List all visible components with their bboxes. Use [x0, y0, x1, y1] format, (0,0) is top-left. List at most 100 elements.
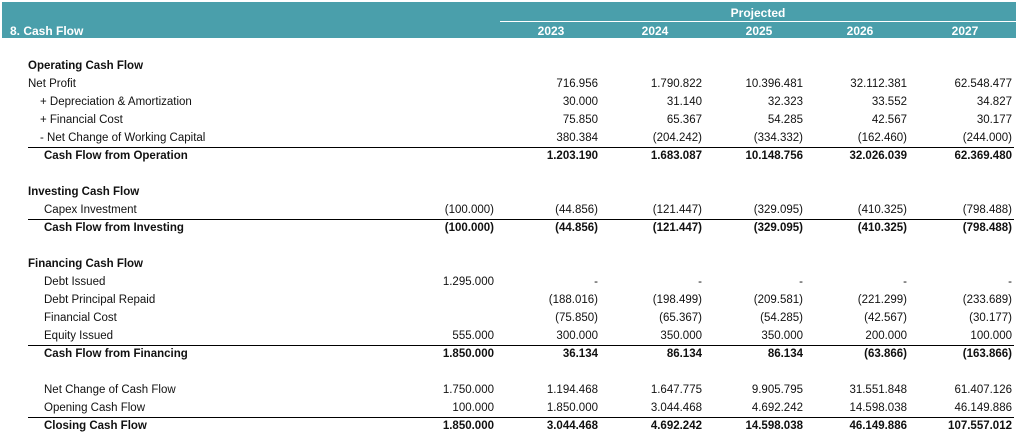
row-label: Equity Issued	[44, 330, 114, 342]
year-value-2023: 716.956	[556, 78, 598, 90]
total-row: Cash Flow from Operation 1.203.190 1.683.0…	[0, 147, 1021, 165]
year-value-2025: (54.285)	[760, 312, 803, 324]
year-value-2026: 14.598.038	[849, 402, 907, 414]
year-value-2023: 30.000	[562, 96, 598, 108]
year-value-2023: 1.194.468	[546, 384, 598, 396]
section-title: Investing Cash Flow	[0, 183, 1021, 201]
row-label: Cash Flow from Operation	[44, 150, 188, 162]
year-value-2023: (44.856)	[555, 204, 598, 216]
table-row: Debt Principal Repaid (188.016) (198.499) (…	[0, 291, 1021, 309]
historical-value: 1.850.000	[442, 348, 494, 360]
year-value-2023: 3.044.468	[546, 420, 598, 432]
historical-value: 100.000	[452, 402, 494, 414]
year-value-2024: 350.000	[660, 330, 702, 342]
historical-value: (100.000)	[444, 204, 494, 216]
row-label: Opening Cash Flow	[44, 402, 145, 414]
year-value-2027: (30.177)	[969, 312, 1012, 324]
row-label: Net Profit	[28, 78, 76, 90]
year-value-2024: 3.044.468	[650, 402, 702, 414]
year-value-2027: (798.488)	[962, 222, 1012, 234]
total-separator-line	[28, 417, 1014, 418]
year-value-2027: 34.827	[976, 96, 1012, 108]
row-label: Net Change of Cash Flow	[44, 384, 176, 396]
year-value-2025: 350.000	[761, 330, 803, 342]
year-value-2026: 33.552	[871, 96, 907, 108]
row-label: Closing Cash Flow	[44, 420, 147, 432]
table-row: Financial Cost (75.850) (65.367) (54.285) (4…	[0, 309, 1021, 327]
year-value-2027: 62.369.480	[954, 150, 1012, 162]
year-value-2026: (410.325)	[857, 222, 907, 234]
year-header-2025: 2025	[745, 24, 773, 38]
projected-label: Projected	[730, 6, 786, 20]
year-value-2024: -	[698, 276, 702, 288]
total-row: Cash Flow from Financing 1.850.000 36.134 8…	[0, 345, 1021, 363]
year-value-2027: -	[1008, 276, 1012, 288]
table-row: + Depreciation & Amortization 30.000 31.14…	[0, 93, 1021, 111]
year-header-2024: 2024	[641, 24, 669, 38]
year-value-2025: (334.332)	[753, 132, 803, 144]
year-value-2025: 14.598.038	[745, 420, 803, 432]
year-value-2023: (75.850)	[555, 312, 598, 324]
table-header: 8. Cash Flow Projected 2023 2024 2025 20…	[2, 2, 1016, 38]
projected-underline	[500, 21, 1016, 22]
row-label: Debt Principal Repaid	[44, 294, 156, 306]
year-value-2025: -	[799, 276, 803, 288]
year-value-2023: 75.850	[562, 114, 598, 126]
year-value-2027: (163.866)	[962, 348, 1012, 360]
historical-value: 1.750.000	[442, 384, 494, 396]
year-value-2023: 1.850.000	[546, 402, 598, 414]
year-value-2026: (63.866)	[864, 348, 907, 360]
year-value-2024: (121.447)	[652, 204, 702, 216]
year-value-2023: 300.000	[556, 330, 598, 342]
year-value-2025: (209.581)	[753, 294, 803, 306]
year-value-2025: 54.285	[767, 114, 803, 126]
year-value-2023: (44.856)	[555, 222, 598, 234]
total-separator-line	[28, 219, 1014, 220]
year-value-2027: 61.407.126	[954, 384, 1012, 396]
year-value-2026: (221.299)	[857, 294, 907, 306]
year-value-2026: 200.000	[865, 330, 907, 342]
year-header-2023: 2023	[537, 24, 565, 38]
row-label: Operating Cash Flow	[28, 60, 144, 72]
historical-value: 1.295.000	[442, 276, 494, 288]
year-value-2027: 100.000	[970, 330, 1012, 342]
row-label: Financial Cost	[44, 312, 117, 324]
table-row: Opening Cash Flow 100.000 1.850.000 3.044.4…	[0, 399, 1021, 417]
row-label: + Depreciation & Amortization	[40, 96, 192, 108]
total-row: Closing Cash Flow 1.850.000 3.044.468 4.692…	[0, 417, 1021, 435]
year-value-2024: 86.134	[666, 348, 702, 360]
page-title: 8. Cash Flow	[10, 24, 84, 38]
year-value-2025: 4.692.242	[751, 402, 803, 414]
year-value-2025: 10.396.481	[745, 78, 803, 90]
year-value-2024: (204.242)	[652, 132, 702, 144]
year-value-2024: (121.447)	[652, 222, 702, 234]
total-row: Cash Flow from Investing (100.000) (44.856…	[0, 219, 1021, 237]
row-label: Debt Issued	[44, 276, 106, 288]
year-value-2023: 380.384	[556, 132, 598, 144]
table-row: Net Profit 716.956 1.790.822 10.396.481 32.1…	[0, 75, 1021, 93]
year-value-2027: 107.557.012	[948, 420, 1012, 432]
historical-value: 1.850.000	[442, 420, 494, 432]
total-separator-line	[28, 345, 1014, 346]
section-title: Financing Cash Flow	[0, 255, 1021, 273]
year-value-2024: 1.647.775	[650, 384, 702, 396]
total-separator-line	[28, 147, 1014, 148]
year-value-2025: 32.323	[767, 96, 803, 108]
year-value-2025: (329.095)	[753, 204, 803, 216]
year-value-2026: (410.325)	[857, 204, 907, 216]
year-value-2025: 9.905.795	[751, 384, 803, 396]
year-header-2027: 2027	[951, 24, 979, 38]
table-row: + Financial Cost 75.850 65.367 54.285 42.567…	[0, 111, 1021, 129]
year-value-2027: 62.548.477	[954, 78, 1012, 90]
table-row: Equity Issued 555.000 300.000 350.000 350.00…	[0, 327, 1021, 345]
year-value-2025: 86.134	[767, 348, 803, 360]
section-title: Operating Cash Flow	[0, 57, 1021, 75]
year-value-2026: (42.567)	[864, 312, 907, 324]
year-value-2024: (198.499)	[652, 294, 702, 306]
year-value-2025: (329.095)	[753, 222, 803, 234]
year-value-2024: 65.367	[666, 114, 702, 126]
year-value-2026: 42.567	[871, 114, 907, 126]
row-label: + Financial Cost	[40, 114, 123, 126]
year-value-2024: 4.692.242	[650, 420, 702, 432]
year-value-2026: 32.112.381	[850, 78, 907, 90]
